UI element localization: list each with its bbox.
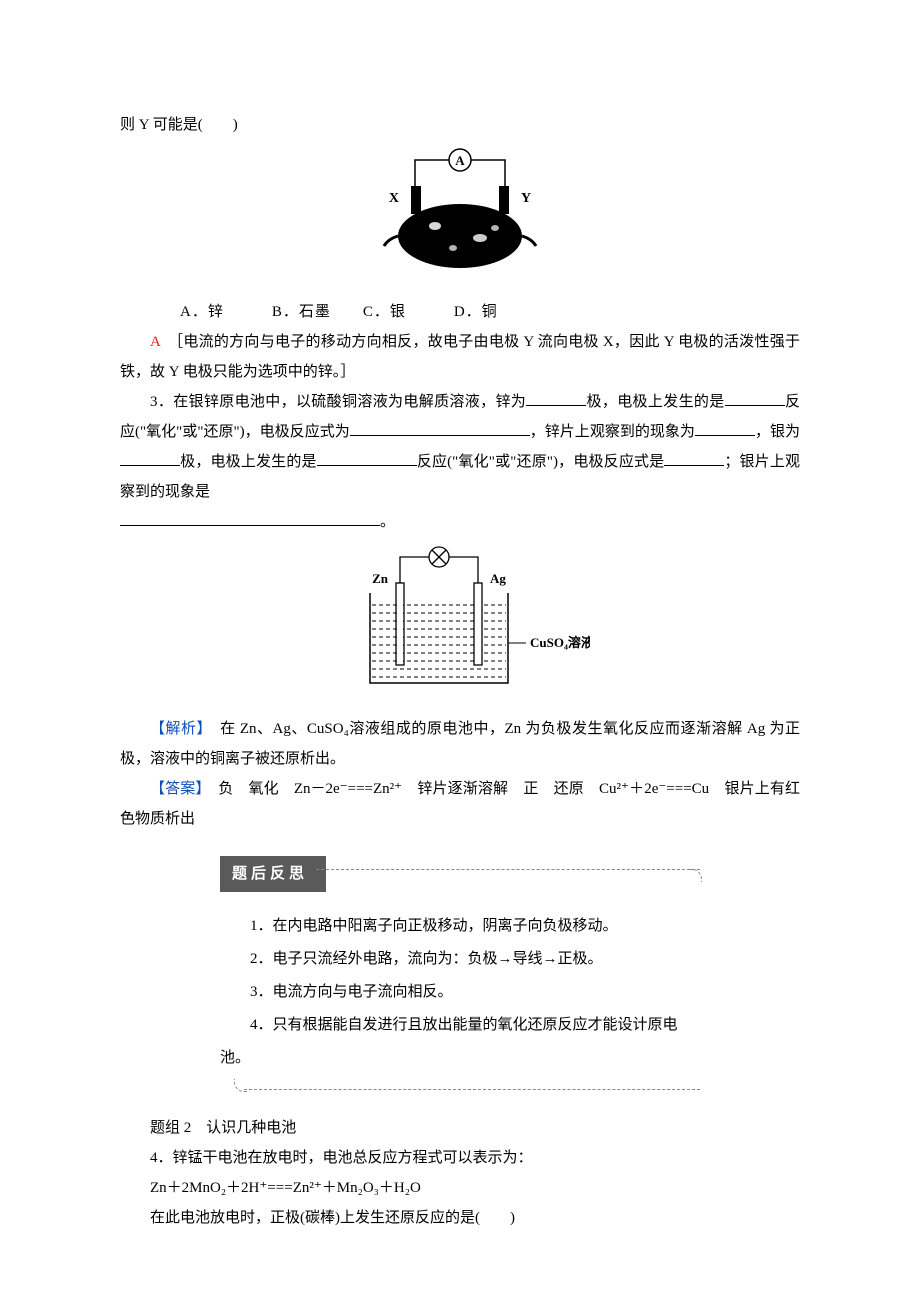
options-line: A．锌 B．石墨 C．银 D．铜 [120,297,800,327]
analysis-body: 在 Zn、Ag、CuSO₄溶液组成的原电池中，Zn 为负极发生氧化反应而逐渐溶解… [120,721,800,767]
q3-text-g: 反应("氧化"或"还原")，电极反应式是 [417,454,665,470]
ammeter-label: A [455,153,465,168]
q3-text-a: 3．在银锌原电池中，以硫酸铜溶液为电解质溶液，锌为 [150,394,526,410]
reflection-body: 1．在内电路中阳离子向正极移动，阴离子向负极移动。 2．电子只流经外电路，流向为… [220,900,700,1081]
answer-paragraph: 【答案】 负 氧化 Zn－2e⁻===Zn²⁺ 锌片逐渐溶解 正 还原 Cu²⁺… [120,774,800,834]
blank [526,390,586,406]
question-3: 3．在银锌原电池中，以硫酸铜溶液为电解质溶液，锌为极，电极上发生的是反应("氧化… [120,387,800,537]
electrode-x-label: X [389,191,399,206]
zn-label: Zn [372,571,389,586]
answer-explanation-2: A ［电流的方向与电子的移动方向相反，故电子由电极 Y 流向电极 X，因此 Y … [120,327,800,387]
reflection-bottom-border [220,1081,700,1095]
q3-text-b: 极，电极上发生的是 [586,394,724,410]
reflection-title: 题后反思 [220,856,326,892]
analysis-label: 【解析】 [150,721,205,737]
question-stem-fragment: 则 Y 可能是( ) [120,110,800,140]
reflection-item-1: 1．在内电路中阳离子向正极移动，阴离子向负极移动。 [220,910,700,943]
answer-letter: A [150,334,160,350]
figure-lemon-battery: A X Y [120,146,800,287]
blank [317,450,417,466]
q3-text-f: 极，电极上发生的是 [180,454,317,470]
answer-body-2: ［电流的方向与电子的移动方向相反，故电子由电极 Y 流向电极 X，因此 Y 电极… [120,334,800,380]
blank [725,390,785,406]
reflection-box: 题后反思 [220,856,700,892]
q3-text-e: ，银为 [755,424,800,440]
answer-label: 【答案】 [150,781,203,797]
blank [120,450,180,466]
question-4-equation: Zn＋2MnO₂＋2H⁺===Zn²⁺＋Mn₂O₃＋H₂O [120,1173,800,1203]
reflection-item-3: 3．电流方向与电子流向相反。 [220,976,700,1009]
answer-body: 负 氧化 Zn－2e⁻===Zn²⁺ 锌片逐渐溶解 正 还原 Cu²⁺＋2e⁻=… [120,781,800,827]
blank [120,510,380,526]
analysis-paragraph: 【解析】 在 Zn、Ag、CuSO₄溶液组成的原电池中，Zn 为负极发生氧化反应… [120,714,800,774]
electrode-y-label: Y [521,191,531,206]
blank [350,420,530,436]
reflection-item-2: 2．电子只流经外电路，流向为：负极→导线→正极。 [220,943,700,976]
ag-label: Ag [490,571,506,586]
group-2-title: 题组 2 认识几种电池 [120,1113,800,1143]
q3-text-d: ，锌片上观察到的现象为 [530,424,695,440]
figure-zn-ag-cell: Zn Ag CuSO₄溶液 [120,543,800,704]
reflection-item-4: 4．只有根据能自发进行且放出能量的氧化还原反应才能设计原电池。 [220,1009,700,1075]
blank [664,450,724,466]
solution-label: CuSO₄溶液 [530,635,590,650]
q3-text-i: 。 [380,514,395,530]
blank [695,420,755,436]
question-4-line2: 在此电池放电时，正极(碳棒)上发生还原反应的是( ) [120,1203,800,1233]
question-4-line1: 4．锌锰干电池在放电时，电池总反应方程式可以表示为： [120,1143,800,1173]
